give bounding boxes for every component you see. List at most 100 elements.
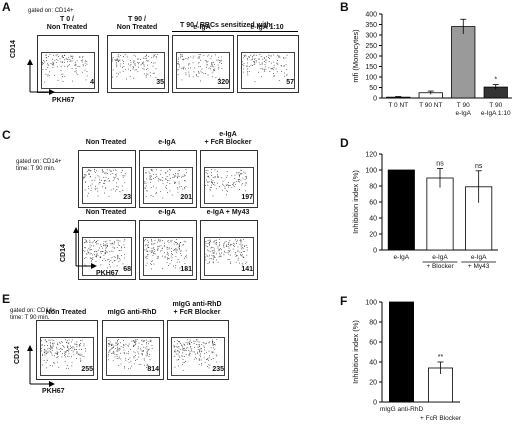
chart-b: 0 50 100 150 200 250 300 350 400 mfi (Monocytes) T… — [351, 12, 512, 117]
scatter-dots — [112, 54, 158, 80]
x-tick-label: e-IgA — [471, 254, 487, 261]
gate-rectangle — [143, 237, 193, 276]
x-tick-label: e-IgA 1:10 — [481, 110, 511, 117]
significance-label: ns — [475, 163, 483, 170]
gate-rectangle — [41, 52, 95, 89]
x-tick-label: e-IgA — [432, 254, 448, 261]
ylabel-e: CD14 — [14, 346, 21, 364]
scatter-dots — [144, 169, 187, 199]
y-tick-label: 0 — [373, 400, 377, 407]
xlabel-a: PKH67 — [52, 97, 75, 104]
scatter-dots — [83, 169, 126, 197]
y-tick-label: 400 — [365, 12, 377, 19]
x-tick-label: T 0 NT — [388, 102, 408, 109]
flow-plot-c-bottom-2: 181 — [139, 220, 197, 280]
x-sublabel: + My43 — [468, 263, 490, 270]
flow-plot-a-4: 57 — [237, 35, 299, 93]
flow-plot-a-3: 320 — [172, 35, 234, 93]
scatter-dots — [205, 169, 247, 197]
plot-title: mIgG anti-RhD — [107, 309, 157, 316]
y-axis-label: mfi (Monocytes) — [351, 29, 360, 83]
gate-rectangle — [82, 237, 132, 276]
axis-arrows-a — [27, 59, 55, 95]
plot-title: e-IgA + My43 — [206, 209, 250, 216]
gated-label-a: gated on: CD14+ — [28, 8, 74, 14]
mfi-value: 255 — [81, 366, 93, 373]
gate-rectangle — [241, 52, 295, 89]
x-tick-label: e-IgA — [394, 254, 410, 261]
y-tick-label: 100 — [365, 75, 377, 82]
panel-letter-e: E — [2, 292, 11, 306]
flow-plot-e-1: 255 — [36, 320, 98, 380]
gate-rectangle — [40, 337, 94, 376]
gate-rectangle — [111, 52, 165, 89]
plot-title: e-IgA + FcR Blocker — [204, 131, 252, 146]
scatter-dots — [205, 239, 248, 266]
bar — [387, 169, 415, 251]
y-tick-label: 300 — [365, 33, 377, 40]
mfi-value: 235 — [212, 366, 224, 373]
significance-label: * — [494, 77, 497, 84]
panel-letter-d: D — [340, 136, 349, 150]
y-tick-label: 50 — [369, 85, 377, 92]
axis-arrows-c — [73, 227, 97, 269]
plot-title: e-IgA — [158, 139, 176, 146]
gate-rectangle — [82, 167, 132, 204]
plot-title: e-IgA — [193, 24, 211, 31]
y-tick-label: 40 — [369, 216, 377, 223]
y-tick-label: 20 — [369, 380, 377, 387]
y-axis-label: Inhibition index (%) — [351, 170, 360, 234]
flow-plot-e-3: 235 — [167, 320, 229, 380]
mfi-value: 4 — [90, 79, 94, 86]
plot-title: Non Treated — [45, 309, 87, 316]
chart-f: 0 20 40 60 80 100 Inhibition index (%) mIgG ant… — [351, 300, 462, 423]
y-tick-label: 200 — [365, 54, 377, 61]
plot-title: T 0 / Non Treated — [46, 16, 88, 31]
y-tick-label: 100 — [365, 300, 377, 307]
x-tick-label: T 90 NT — [419, 102, 442, 109]
mfi-value: 320 — [217, 79, 229, 86]
panel-letter-c: C — [2, 128, 11, 142]
y-tick-label: 80 — [369, 184, 377, 191]
ylabel-c: CD14 — [60, 244, 67, 262]
gate-rectangle — [171, 337, 225, 376]
panel-letter-f: F — [340, 294, 348, 308]
mfi-value: 201 — [180, 194, 192, 201]
x-sublabel: + Blocker — [426, 263, 454, 270]
bar — [451, 26, 476, 99]
gate-rectangle — [204, 167, 254, 204]
plot-title: e-IgA 1:10 — [250, 24, 284, 31]
significance-label: ** — [438, 354, 444, 361]
y-tick-label: 100 — [365, 168, 377, 175]
x-tick-label: T 90 — [489, 102, 502, 109]
mfi-value: 68 — [123, 266, 131, 273]
scatter-dots — [107, 339, 153, 370]
x-tick-label: mIgG anti-RhD — [380, 406, 424, 413]
significance-label: ns — [436, 160, 444, 167]
plot-title: T 90 / Non Treated — [116, 16, 158, 31]
flow-plot-a-2: 35 — [107, 35, 169, 93]
mfi-value: 814 — [147, 366, 159, 373]
y-axis-label: Inhibition index (%) — [351, 320, 360, 384]
panel-letter-a: A — [2, 0, 11, 14]
ylabel-a: CD14 — [10, 40, 17, 58]
gated-label-e: gated on: CD14+ time: T 90 min. — [10, 308, 56, 321]
x-tick-label: T 90 — [457, 102, 470, 109]
y-tick-label: 60 — [369, 200, 377, 207]
y-tick-label: 60 — [369, 340, 377, 347]
scatter-dots — [41, 339, 87, 370]
y-tick-label: 0 — [373, 248, 377, 255]
flow-plot-c-top-1: 23 — [78, 150, 136, 208]
axis-arrows-e — [27, 345, 55, 387]
xlabel-c: PKH67 — [96, 270, 119, 277]
gated-label-c: gated on: CD14+ time: T 90 min. — [16, 159, 62, 172]
panel-letter-b: B — [340, 0, 349, 14]
y-tick-label: 40 — [369, 360, 377, 367]
scatter-dots — [173, 339, 218, 371]
scatter-dots — [83, 239, 126, 269]
flow-plot-e-2: 814 — [102, 320, 164, 380]
scatter-dots — [242, 54, 288, 83]
flow-plot-c-bottom-3: 141 — [200, 220, 258, 280]
plot-title: mIgG anti-RhD + FcR Blocker — [172, 301, 222, 316]
mfi-value: 57 — [286, 79, 294, 86]
